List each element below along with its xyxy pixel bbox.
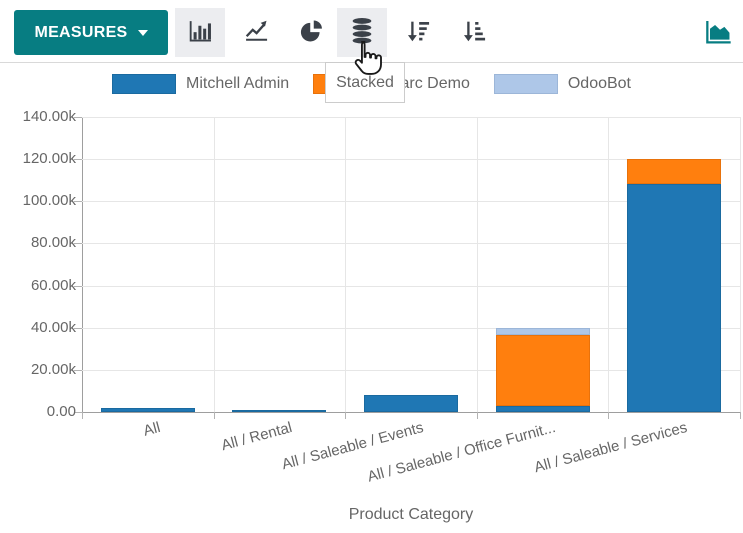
bar-segment[interactable] <box>364 395 458 412</box>
y-tick-label: 60.00k <box>30 276 76 294</box>
y-tick-label: 20.00k <box>30 360 76 378</box>
bar-segment[interactable] <box>232 409 327 412</box>
y-tick <box>74 159 82 161</box>
x-axis-label: All <box>141 419 163 440</box>
h-gridline <box>82 117 740 118</box>
legend-label: Mitchell Admin <box>186 75 290 92</box>
v-gridline <box>740 117 741 412</box>
y-tick-label: 40.00k <box>30 318 76 336</box>
x-tick <box>476 412 478 419</box>
y-tick <box>74 327 82 329</box>
sort-descending-button[interactable] <box>393 8 443 57</box>
v-gridline <box>213 117 215 412</box>
x-tick <box>345 412 347 419</box>
x-tick <box>740 412 741 419</box>
y-tick-label: 120.00k <box>22 150 76 168</box>
h-gridline <box>82 285 740 287</box>
chart-legend: Mitchell Admin Marc Demo OdooBot <box>0 74 743 94</box>
sort-amount-asc-icon <box>460 17 488 48</box>
database-icon <box>349 17 375 48</box>
y-tick-label: 140.00k <box>22 108 76 125</box>
tooltip-text: Stacked <box>336 73 394 91</box>
bar-segment[interactable] <box>100 407 195 412</box>
y-tick <box>74 201 82 203</box>
v-gridline <box>476 117 478 412</box>
y-tick-label: 100.00k <box>22 192 76 210</box>
legend-label: OdooBot <box>567 75 631 92</box>
y-tick <box>74 285 82 287</box>
measures-label: MEASURES <box>34 23 128 41</box>
x-tick <box>608 412 610 419</box>
h-gridline <box>82 243 740 245</box>
y-axis-line <box>82 117 83 418</box>
legend-swatch <box>112 74 176 94</box>
caret-down-icon <box>137 29 148 36</box>
legend-label: Marc Demo <box>387 75 470 92</box>
y-tick <box>74 369 82 371</box>
bar-segment[interactable] <box>495 335 590 406</box>
x-axis-label: All / Rental <box>219 419 294 455</box>
y-tick-label: 80.00k <box>30 234 76 252</box>
y-tick <box>74 243 82 245</box>
legend-item[interactable]: Mitchell Admin <box>112 74 289 94</box>
sort-amount-desc-icon <box>404 17 432 48</box>
v-gridline <box>608 117 610 412</box>
y-tick <box>74 117 82 118</box>
bar-segment[interactable] <box>627 184 722 412</box>
y-tick <box>74 412 82 413</box>
pie-chart-icon <box>298 17 326 48</box>
bar-segment[interactable] <box>495 405 590 412</box>
area-chart-button[interactable] <box>696 9 740 55</box>
sort-ascending-button[interactable] <box>449 8 499 57</box>
measures-button[interactable]: MEASURES <box>14 10 168 55</box>
toolbar: MEASURES <box>0 0 743 63</box>
area-chart-icon <box>702 15 734 50</box>
bar-segment[interactable] <box>627 159 722 185</box>
h-gridline <box>82 327 740 329</box>
legend-swatch <box>493 74 558 94</box>
x-tick <box>82 412 83 419</box>
bar-chart-icon <box>186 17 214 48</box>
y-tick-label: 0.00 <box>46 403 76 420</box>
h-gridline <box>82 201 740 203</box>
x-axis-title: Product Category <box>348 506 474 523</box>
line-chart-button[interactable] <box>231 8 281 57</box>
x-axis-line <box>82 412 741 413</box>
bar-segment[interactable] <box>495 327 590 336</box>
hand-cursor-icon <box>349 39 385 84</box>
line-chart-icon <box>242 17 270 48</box>
pie-chart-button[interactable] <box>287 8 337 57</box>
bar-chart-button[interactable] <box>175 8 225 57</box>
legend-item[interactable]: OdooBot <box>493 74 631 94</box>
v-gridline <box>345 117 347 412</box>
x-tick <box>213 412 215 419</box>
h-gridline <box>82 159 740 161</box>
h-gridline <box>82 369 740 371</box>
